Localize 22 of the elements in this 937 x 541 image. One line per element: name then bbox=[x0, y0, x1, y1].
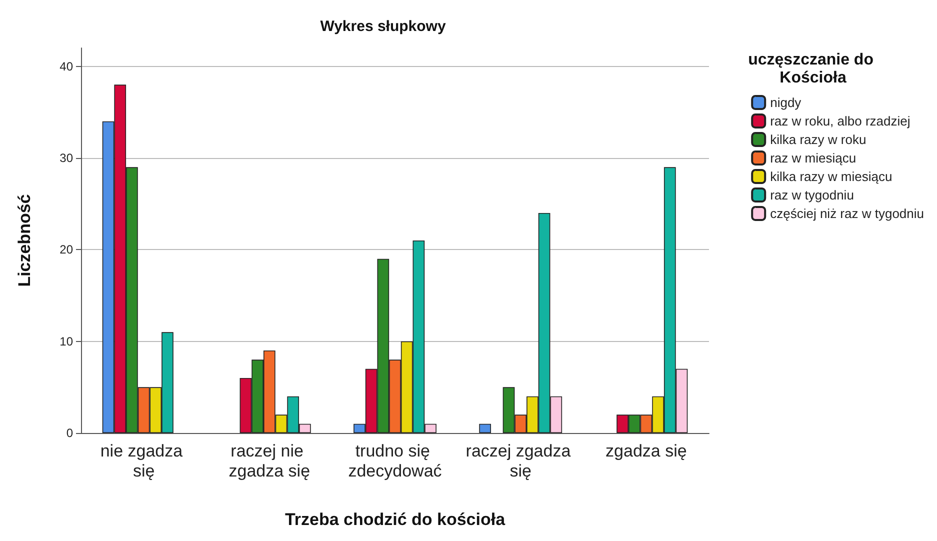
x-tick-label: trudno się zdecydować bbox=[348, 442, 442, 480]
x-axis-title: Trzeba chodzić do kościoła bbox=[284, 510, 506, 529]
legend-label: kilka razy w miesiącu bbox=[770, 169, 892, 184]
x-tick-label: raczej zgadza się bbox=[466, 442, 576, 480]
legend-label: nigdy bbox=[770, 95, 802, 110]
legend-label: raz w roku, albo rzadziej bbox=[770, 114, 910, 128]
y-tick-label: 0 bbox=[66, 426, 74, 440]
y-tick-label: 10 bbox=[60, 334, 74, 348]
legend-title: uczęszczanie do Kościoła bbox=[748, 52, 878, 86]
x-tick-label: nie zgadza się bbox=[100, 442, 188, 480]
bar bbox=[479, 424, 491, 433]
legend-label: raz w miesiącu bbox=[770, 150, 856, 166]
y-axis-title: Liczebność bbox=[15, 194, 34, 287]
chart-title: Wykres słupkowy bbox=[320, 18, 446, 35]
x-tick-label: zgadza się bbox=[606, 442, 687, 460]
legend-label: raz w tygodniu bbox=[770, 188, 854, 202]
y-tick-label: 20 bbox=[60, 242, 74, 257]
y-tick-label: 40 bbox=[60, 59, 74, 74]
legend-label: częściej niż raz w tygodniu bbox=[770, 206, 924, 221]
legend-label: kilka razy w roku bbox=[770, 132, 866, 147]
y-tick-label: 30 bbox=[60, 151, 74, 165]
x-tick-label: raczej nie zgadza się bbox=[228, 442, 310, 480]
